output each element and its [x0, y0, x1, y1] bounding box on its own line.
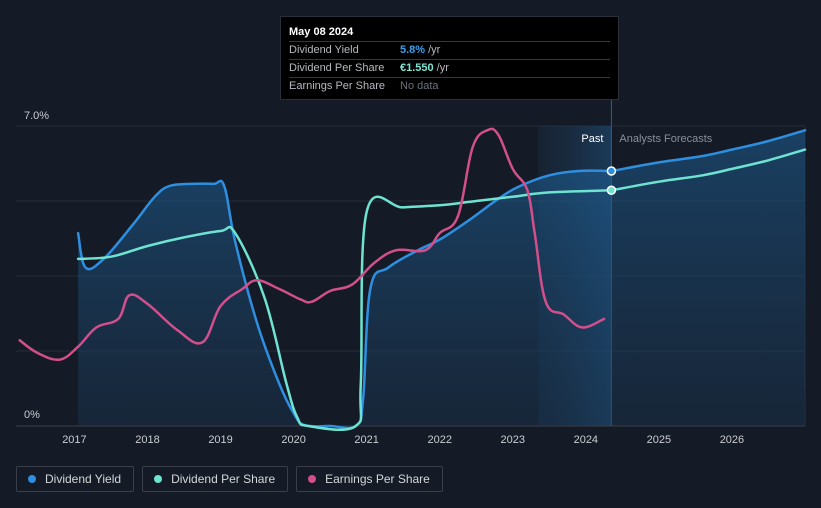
x-tick-label: 2025 [647, 434, 671, 446]
tooltip-value: 5.8% [400, 44, 426, 56]
point-marker [606, 185, 617, 196]
tooltip-value: €1.550 [400, 62, 434, 74]
tooltip-label: Earnings Per Share [289, 80, 385, 92]
x-tick-label: 2019 [208, 434, 232, 446]
line-earnings-per-share [18, 127, 606, 362]
legend-dividend-yield[interactable]: Dividend Yield [16, 466, 135, 492]
tooltip-unit: /yr [436, 62, 449, 74]
legend-dot-icon [154, 475, 163, 483]
x-tick-label: 2017 [62, 434, 86, 446]
legend-label: Dividend Yield [45, 472, 122, 486]
tooltip-value: No data [400, 80, 439, 92]
chart-legend: Dividend Yield Dividend Per Share Earnin… [16, 466, 443, 494]
tooltip-row-dps: Dividend Per Share €1.550 /yr [289, 59, 610, 77]
x-tick-label: 2023 [501, 434, 525, 446]
tooltip-unit: /yr [428, 44, 441, 56]
legend-label: Earnings Per Share [325, 472, 430, 486]
forecast-start-dots [606, 166, 617, 196]
legend-dot-icon [28, 475, 36, 483]
tooltip-label: Dividend Per Share [289, 62, 385, 74]
point-marker [606, 166, 617, 176]
x-tick-label: 2022 [427, 434, 451, 446]
past-label: Past [581, 133, 603, 145]
y-tick-label: 7.0% [24, 110, 49, 122]
tooltip-row-eps: Earnings Per Share No data [289, 77, 610, 95]
x-tick-label: 2024 [574, 434, 598, 446]
forecast-label: Analysts Forecasts [619, 133, 712, 145]
area-dividend-yield-forecast- [611, 130, 805, 427]
axis-labels: 7.0% 0% 2017 2018 2019 2020 2021 2022 2023 2024 20… [24, 110, 744, 446]
x-tick-label: 2026 [720, 434, 744, 446]
legend-dividend-per-share[interactable]: Dividend Per Share [142, 466, 289, 492]
tooltip-label: Dividend Yield [289, 44, 359, 56]
x-tick-label: 2020 [281, 434, 305, 446]
line-dividend-per-share-forecast- [610, 148, 807, 192]
legend-earnings-per-share[interactable]: Earnings Per Share [296, 466, 443, 492]
hover-tooltip: May 08 2024 Dividend Yield 5.8% /yr Divi… [280, 16, 619, 100]
legend-label: Dividend Per Share [171, 472, 276, 486]
y-tick-label: 0% [24, 409, 40, 421]
line-dividend-yield-forecast- [610, 129, 807, 173]
tooltip-row-yield: Dividend Yield 5.8% /yr [289, 41, 610, 59]
x-tick-label: 2018 [135, 434, 159, 446]
legend-dot-icon [308, 475, 317, 483]
yield-fill-area [78, 130, 805, 429]
area-dividend-yield [78, 170, 612, 429]
series-lines [18, 127, 807, 432]
tooltip-date: May 08 2024 [289, 26, 354, 38]
x-tick-label: 2021 [354, 434, 378, 446]
line-dividend-per-share [76, 189, 613, 432]
